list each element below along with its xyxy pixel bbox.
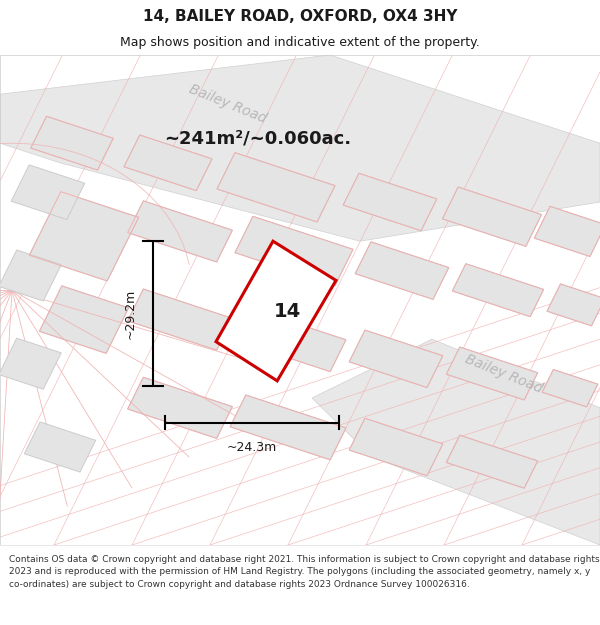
Polygon shape [128,378,232,438]
Polygon shape [343,173,437,231]
Text: 14: 14 [274,301,301,321]
Text: ~29.2m: ~29.2m [124,288,137,339]
Polygon shape [547,284,600,326]
Polygon shape [217,152,335,222]
Polygon shape [452,264,544,317]
Polygon shape [349,330,443,388]
Polygon shape [235,216,353,286]
Polygon shape [230,307,346,372]
Polygon shape [542,369,598,407]
Text: ~241m²/~0.060ac.: ~241m²/~0.060ac. [164,129,352,148]
Polygon shape [535,206,600,256]
Polygon shape [355,242,449,299]
Polygon shape [11,165,85,219]
Polygon shape [29,192,139,281]
Polygon shape [349,418,443,476]
Polygon shape [442,187,542,246]
Polygon shape [0,250,61,301]
Text: Bailey Road: Bailey Road [463,352,545,396]
Polygon shape [124,135,212,191]
Polygon shape [0,338,61,389]
Polygon shape [128,201,232,262]
Text: Bailey Road: Bailey Road [187,82,269,126]
Text: Map shows position and indicative extent of the property.: Map shows position and indicative extent… [120,36,480,49]
Polygon shape [0,55,600,241]
Polygon shape [230,395,346,460]
Text: ~24.3m: ~24.3m [227,441,277,454]
Polygon shape [40,286,128,353]
Polygon shape [446,435,538,488]
Polygon shape [216,241,336,381]
Text: Contains OS data © Crown copyright and database right 2021. This information is : Contains OS data © Crown copyright and d… [9,554,599,589]
Text: 14, BAILEY ROAD, OXFORD, OX4 3HY: 14, BAILEY ROAD, OXFORD, OX4 3HY [143,9,457,24]
Polygon shape [446,347,538,400]
Polygon shape [31,116,113,170]
Polygon shape [25,422,95,472]
Polygon shape [312,339,600,545]
Polygon shape [128,289,232,350]
